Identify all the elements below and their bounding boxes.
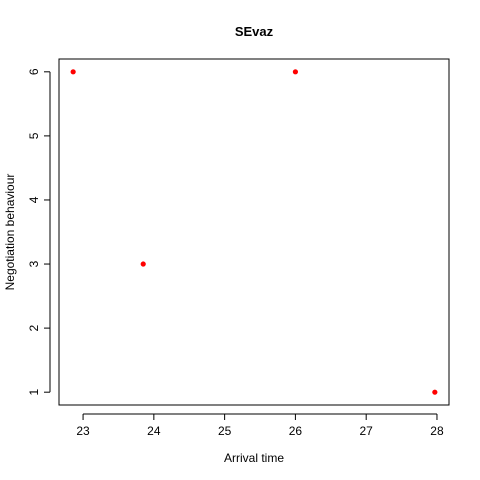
y-axis-label: Negotiation behaviour (3, 174, 17, 291)
x-axis: 23 24 25 26 27 28 (76, 413, 444, 438)
data-point (140, 261, 146, 267)
x-tick-label: 23 (76, 424, 90, 438)
y-tick-label: 2 (27, 324, 41, 331)
y-tick-label: 5 (27, 132, 41, 139)
x-tick-label: 25 (218, 424, 232, 438)
x-tick-label: 26 (289, 424, 303, 438)
plot-frame (58, 58, 450, 406)
chart-title: SEvaz (235, 24, 274, 39)
y-tick-label: 6 (27, 68, 41, 75)
data-point (292, 69, 299, 75)
y-axis: 1 2 3 4 5 6 (27, 68, 51, 396)
y-tick-label: 4 (27, 196, 41, 203)
data-point (432, 389, 438, 395)
x-axis-label: Arrival time (224, 451, 284, 465)
data-point (70, 69, 76, 75)
data-points (70, 69, 438, 395)
y-tick-label: 1 (27, 389, 41, 396)
y-tick-label: 3 (27, 260, 41, 267)
x-tick-label: 28 (430, 424, 444, 438)
x-tick-label: 27 (360, 424, 374, 438)
x-tick-label: 24 (147, 424, 161, 438)
